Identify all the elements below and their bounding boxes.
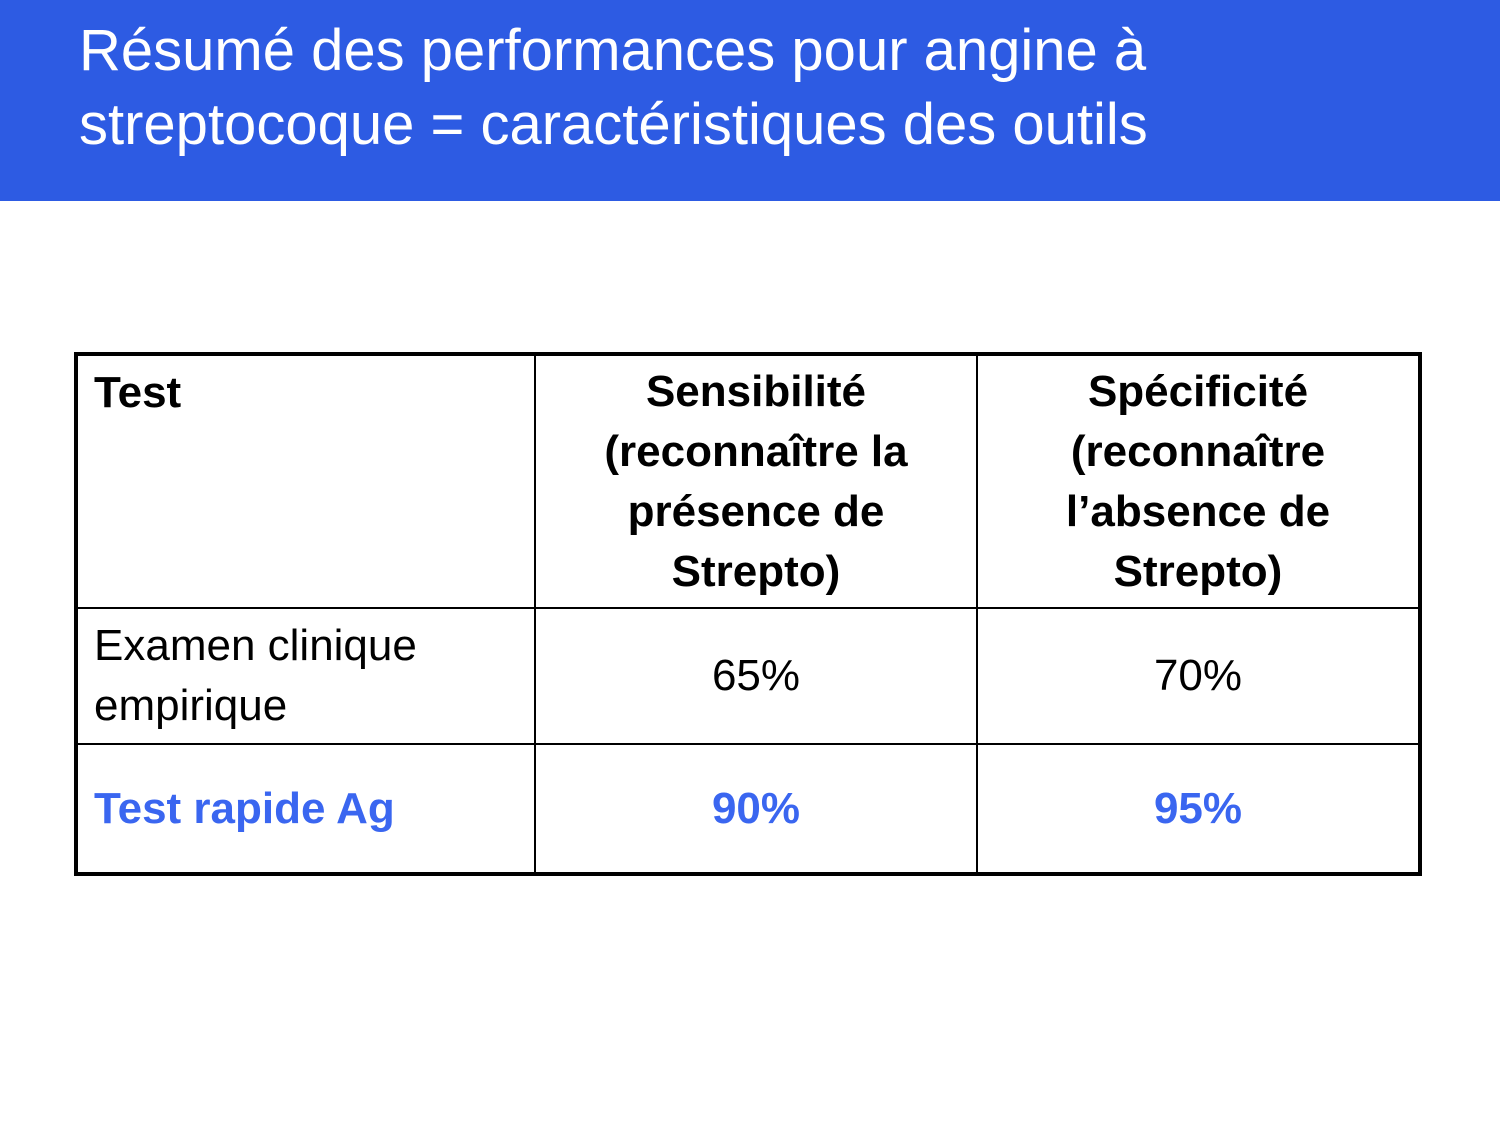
cell-sensibilite: 90% [534, 743, 978, 875]
cell-test-name: Examen clinique empirique [75, 607, 536, 745]
cell-test-name: Test rapide Ag [75, 743, 536, 875]
table-header-row: Test Sensibilité (reconnaître la présenc… [75, 353, 1421, 609]
header-sensibilite-line: (reconnaître la [604, 426, 908, 476]
performance-table: Test Sensibilité (reconnaître la présenc… [74, 352, 1422, 876]
header-test: Test [75, 353, 536, 609]
cell-specificite: 70% [976, 607, 1421, 745]
header-test-label: Test [94, 368, 182, 417]
header-specificite-line: l’absence de [1065, 486, 1331, 536]
header-sensibilite: Sensibilité (reconnaître la présence de … [534, 353, 978, 609]
title-bar: Résumé des performances pour angine à st… [0, 0, 1500, 201]
slide-title-line-1: Résumé des performances pour angine à [79, 18, 1147, 83]
slide-title-line-2: streptocoque = caractéristiques des outi… [79, 92, 1148, 157]
table-row: Examen clinique empirique 65% 70% [75, 607, 1421, 745]
cell-sensibilite: 65% [534, 607, 978, 745]
test-name-line: Examen clinique [94, 621, 417, 670]
header-sensibilite-line: Strepto) [671, 546, 841, 596]
header-specificite-line: Spécificité [1087, 366, 1309, 416]
header-sensibilite-line: Sensibilité [645, 366, 867, 416]
slide-title: Résumé des performances pour angine à st… [79, 14, 1479, 162]
test-name-line: empirique [94, 681, 288, 730]
test-name-line: Test rapide Ag [94, 783, 395, 833]
cell-specificite: 95% [976, 743, 1421, 875]
header-specificite-line: Strepto) [1113, 546, 1283, 596]
table-row-highlighted: Test rapide Ag 90% 95% [75, 743, 1421, 875]
header-specificite-line: (reconnaître [1070, 426, 1326, 476]
header-specificite: Spécificité (reconnaître l’absence de St… [976, 353, 1421, 609]
header-sensibilite-line: présence de [627, 486, 885, 536]
